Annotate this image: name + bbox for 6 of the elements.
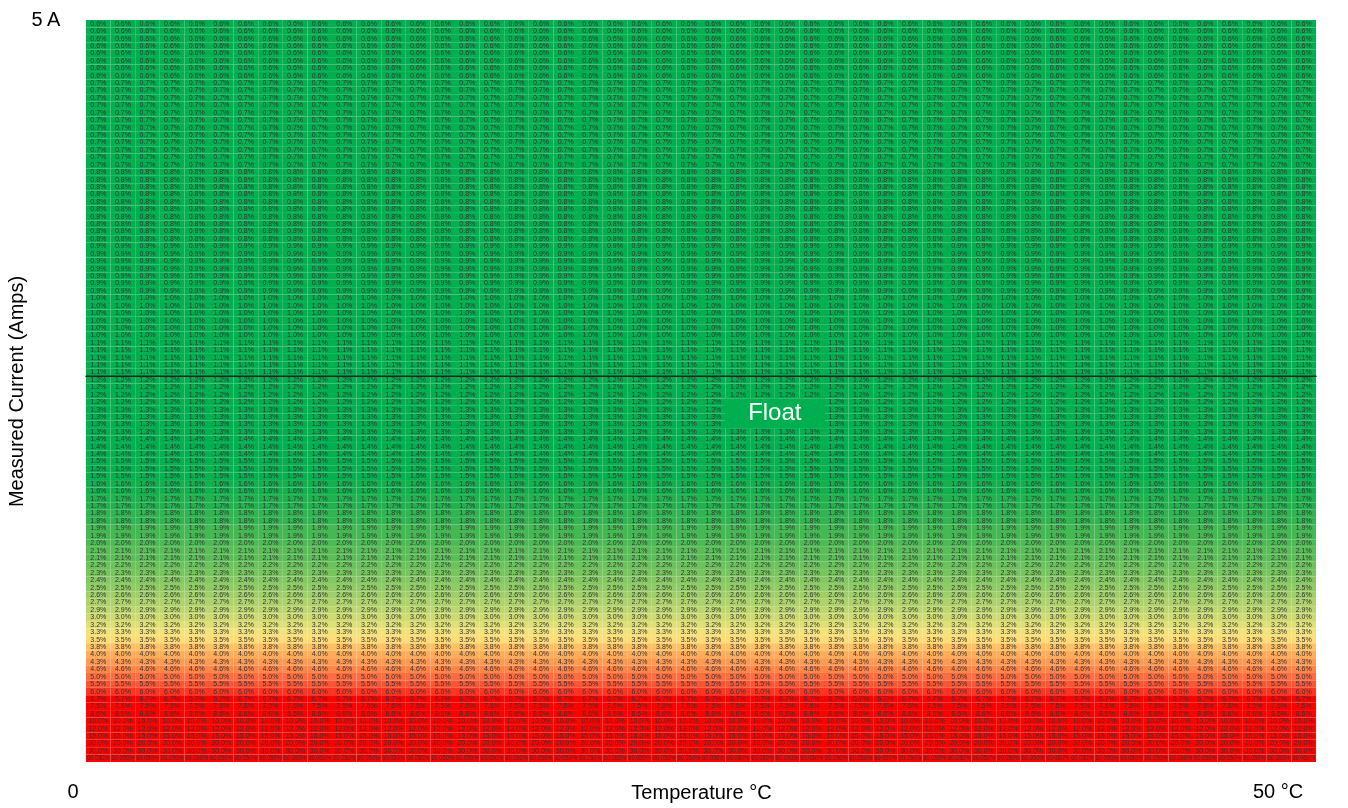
text: 50 °C — [1252, 780, 1304, 802]
y-axis-title: Measured Current (Amps) — [4, 275, 27, 508]
annotation: Float — [748, 398, 802, 426]
x-axis-title: Temperature °C — [631, 780, 772, 803]
text: 0 — [67, 780, 79, 802]
text: 5 A — [31, 8, 62, 30]
